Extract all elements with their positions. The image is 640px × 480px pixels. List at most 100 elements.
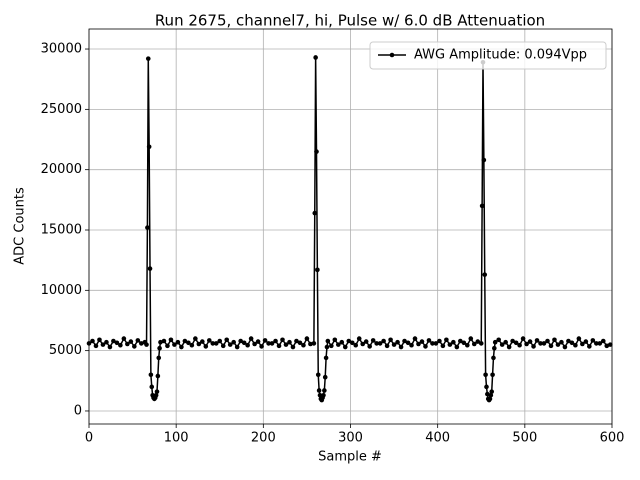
data-point (388, 337, 393, 343)
data-point (287, 339, 292, 345)
data-point (534, 338, 540, 343)
data-point (107, 344, 113, 350)
data-point (172, 342, 177, 347)
data-point (157, 345, 162, 351)
data-point (325, 338, 331, 344)
data-point (538, 341, 543, 346)
data-point (481, 157, 487, 163)
data-point (405, 340, 411, 346)
data-point (604, 343, 610, 349)
data-point (283, 342, 289, 347)
data-point (93, 343, 99, 349)
data-point (377, 341, 383, 346)
data-point (503, 339, 508, 345)
data-point (200, 339, 205, 344)
data-point (259, 344, 264, 349)
data-point (496, 337, 501, 343)
data-point (311, 341, 317, 346)
data-point (290, 344, 296, 350)
y-tick-label: 25000 (41, 102, 82, 117)
data-point (360, 341, 366, 347)
data-point (569, 340, 575, 346)
data-point (324, 344, 330, 350)
data-point (322, 374, 328, 380)
data-point (412, 336, 418, 341)
data-point (356, 336, 362, 341)
data-point (308, 341, 313, 347)
data-point (155, 373, 161, 379)
data-point (465, 342, 470, 348)
data-point (158, 339, 163, 345)
data-point (217, 338, 223, 344)
data-point (128, 339, 134, 344)
data-point (513, 340, 519, 346)
data-point (479, 203, 485, 209)
data-point (224, 337, 230, 343)
data-point (313, 55, 318, 60)
data-point (520, 336, 526, 341)
data-point (125, 341, 130, 347)
data-point (154, 389, 160, 394)
data-point (118, 342, 123, 348)
data-point (482, 272, 488, 277)
x-axis-label: Sample # (318, 450, 382, 465)
data-point (153, 392, 159, 398)
data-point (374, 341, 379, 346)
data-point (527, 339, 533, 344)
data-point (478, 341, 484, 346)
data-point (492, 339, 498, 345)
data-point (189, 342, 195, 348)
data-point (262, 338, 268, 343)
data-point (266, 341, 271, 346)
data-point (485, 391, 490, 397)
data-point (314, 149, 319, 154)
data-point (146, 144, 152, 150)
data-point (471, 341, 477, 347)
data-point (316, 388, 322, 393)
data-point (426, 338, 432, 343)
data-point (423, 344, 428, 349)
data-point (252, 341, 257, 347)
data-point (444, 337, 449, 343)
data-point (597, 341, 603, 346)
data-point (165, 343, 170, 349)
data-point (402, 338, 407, 344)
data-point (506, 344, 512, 350)
data-point (186, 340, 191, 346)
data-point (315, 267, 320, 273)
data-point (409, 342, 414, 348)
data-point (468, 336, 474, 341)
data-point (487, 396, 493, 402)
data-point (175, 339, 181, 345)
data-point (196, 341, 202, 347)
data-point (97, 337, 102, 343)
x-tick-label: 100 (164, 431, 189, 446)
legend-box (369, 41, 607, 70)
data-point (447, 342, 453, 347)
data-point (148, 372, 154, 378)
data-point (492, 345, 497, 351)
data-point (461, 340, 467, 346)
data-point (583, 339, 589, 344)
data-point (419, 339, 425, 344)
data-point (210, 341, 216, 346)
data-point (346, 338, 352, 344)
data-point (234, 344, 240, 350)
data-point (255, 339, 261, 344)
data-point (280, 337, 285, 343)
data-point (90, 338, 95, 344)
data-point (587, 344, 592, 349)
data-point (499, 342, 505, 347)
data-point (273, 338, 278, 344)
data-point (135, 338, 141, 343)
data-point (339, 339, 345, 345)
data-point (193, 336, 198, 341)
data-point (349, 340, 355, 346)
data-point (161, 338, 167, 344)
x-tick-label: 0 (85, 431, 93, 446)
data-point (510, 338, 515, 344)
data-point (363, 339, 369, 344)
data-point (321, 392, 326, 398)
x-tick-label: 300 (338, 431, 363, 446)
data-point (590, 338, 596, 343)
